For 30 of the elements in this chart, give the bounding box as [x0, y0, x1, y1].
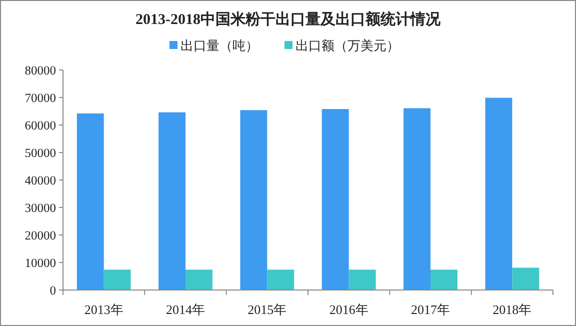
y-tick-label: 50000 [24, 146, 56, 160]
x-tick-label: 2013年 [84, 302, 124, 317]
bar [430, 270, 458, 290]
y-tick-label: 30000 [24, 201, 56, 215]
x-tick-label: 2015年 [248, 302, 287, 317]
y-tick-label: 80000 [24, 64, 56, 78]
bar [404, 108, 430, 290]
bar [186, 270, 212, 290]
bar [485, 98, 512, 290]
bar [348, 270, 376, 290]
x-tick-label: 2016年 [329, 302, 368, 317]
x-tick-label: 2014年 [166, 302, 205, 317]
y-tick-label: 20000 [24, 228, 56, 242]
x-tick-label: 2017年 [411, 302, 450, 317]
legend-label: 出口额（万美元） [296, 38, 400, 53]
legend-label: 出口量（吨） [180, 38, 258, 53]
y-tick-label: 70000 [24, 91, 56, 105]
bar [158, 112, 186, 290]
x-tick-label: 2018年 [492, 302, 532, 317]
bar [512, 268, 540, 290]
y-tick-label: 60000 [24, 118, 56, 132]
bar [322, 109, 349, 290]
bar [76, 113, 104, 290]
bar [104, 270, 131, 290]
bar [267, 270, 294, 290]
y-tick-label: 40000 [24, 174, 56, 188]
y-tick-label: 0 [50, 284, 56, 298]
y-tick-label: 10000 [24, 256, 56, 270]
bar [240, 110, 268, 290]
chart-title: 2013-2018中国米粉干出口量及出口额统计情况 [136, 10, 442, 28]
